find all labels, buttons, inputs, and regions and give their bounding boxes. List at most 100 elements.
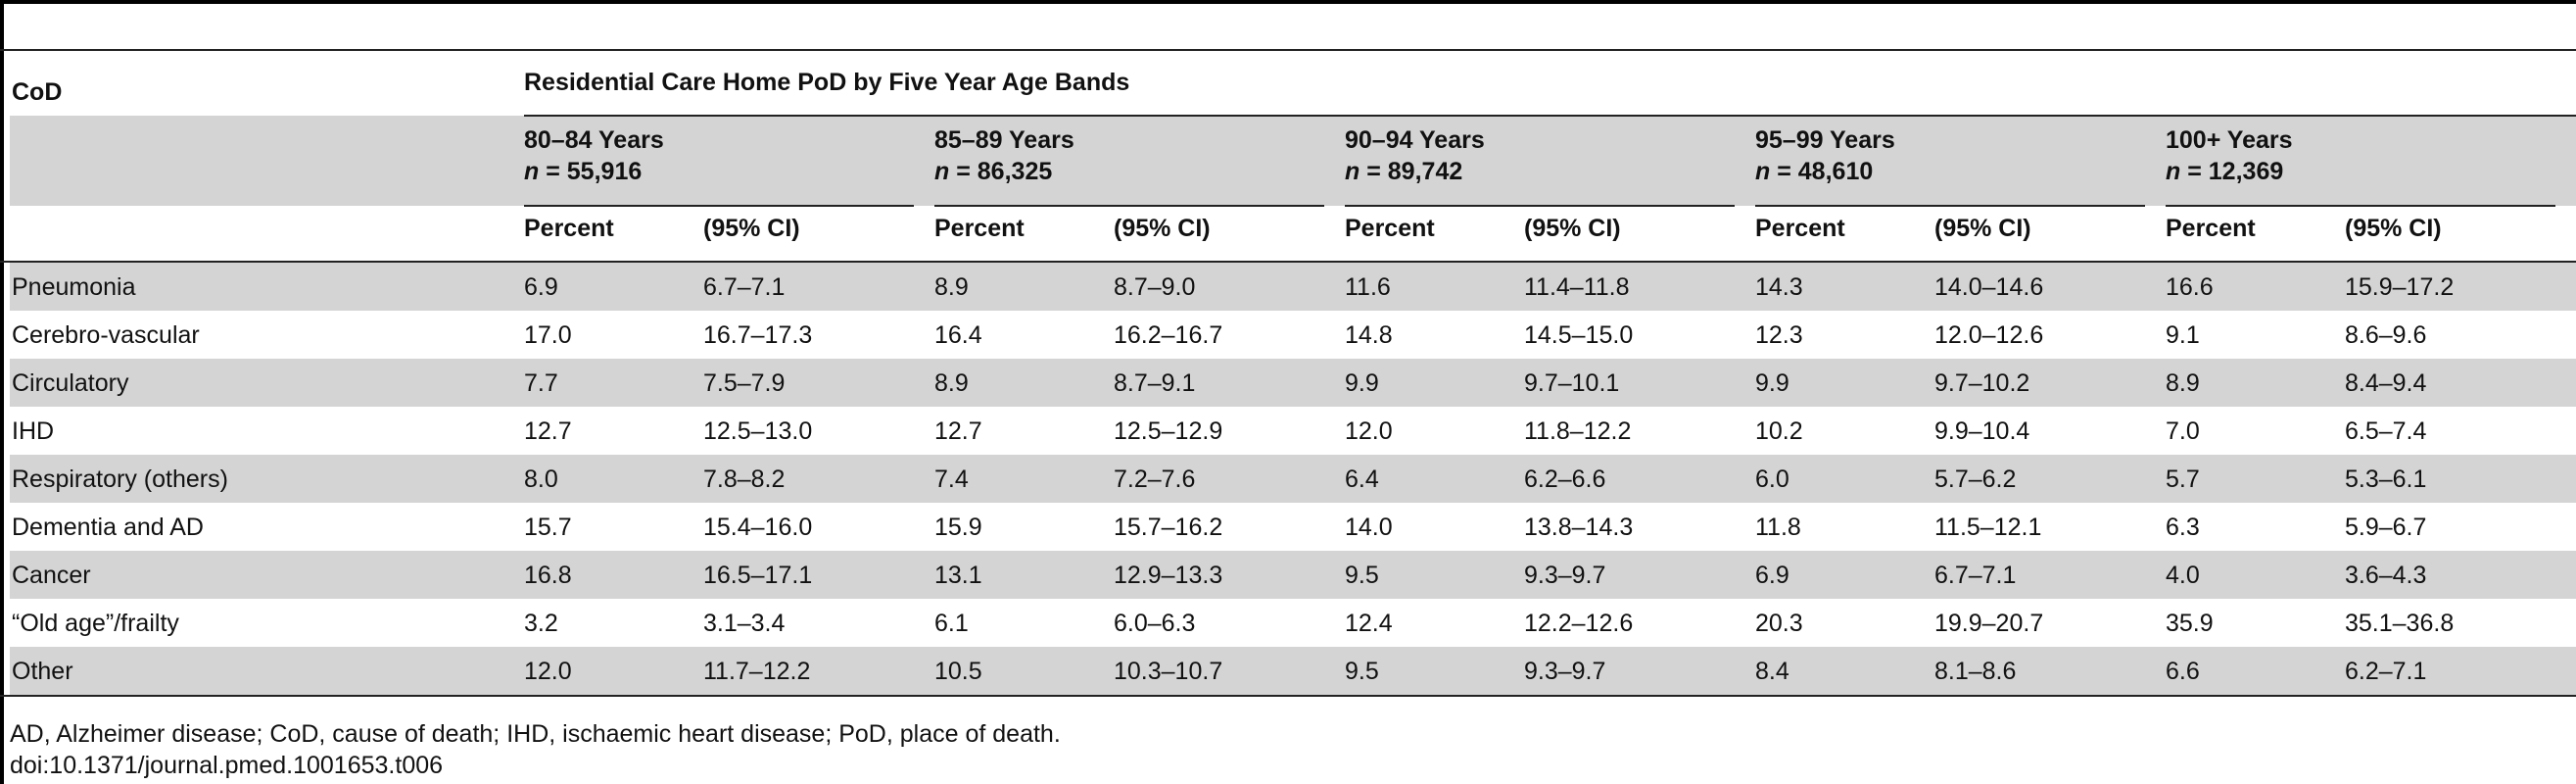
ci-header: (95% CI) bbox=[1114, 215, 1211, 242]
cod-label: “Old age”/frailty bbox=[12, 610, 179, 637]
percent-value: 3.2 bbox=[524, 610, 558, 637]
age-group-label: 100+ Years bbox=[2166, 126, 2293, 154]
age-group-label: 90–94 Years bbox=[1345, 126, 1485, 154]
percent-value: 6.1 bbox=[934, 610, 969, 637]
ci-header: (95% CI) bbox=[1524, 215, 1621, 242]
cod-label: IHD bbox=[12, 417, 55, 445]
ci-value: 14.5–15.0 bbox=[1524, 321, 1634, 349]
percent-value: 11.6 bbox=[1345, 273, 1391, 301]
rule-bottom bbox=[0, 695, 2576, 697]
row-band bbox=[10, 647, 2576, 695]
percent-value: 13.1 bbox=[934, 562, 982, 589]
ci-value: 6.0–6.3 bbox=[1114, 610, 1196, 637]
rule-top bbox=[0, 49, 2576, 51]
n-equals: = bbox=[1360, 158, 1388, 185]
n-equals: = bbox=[949, 158, 978, 185]
percent-value: 8.9 bbox=[2166, 369, 2200, 397]
ci-value: 12.5–12.9 bbox=[1114, 417, 1223, 445]
ci-value: 6.2–6.6 bbox=[1524, 466, 1606, 493]
percent-header: Percent bbox=[934, 215, 1025, 242]
percent-value: 14.0 bbox=[1345, 514, 1393, 541]
row-band bbox=[10, 455, 2576, 503]
cod-label: Cancer bbox=[12, 562, 91, 589]
ci-value: 5.9–6.7 bbox=[2345, 514, 2427, 541]
percent-value: 14.3 bbox=[1755, 273, 1803, 301]
row-band bbox=[10, 263, 2576, 311]
percent-value: 15.7 bbox=[524, 514, 572, 541]
cod-label: Circulatory bbox=[12, 369, 129, 397]
ci-value: 6.7–7.1 bbox=[1934, 562, 2017, 589]
footnote: AD, Alzheimer disease; CoD, cause of dea… bbox=[10, 720, 1061, 748]
ci-value: 13.8–14.3 bbox=[1524, 514, 1634, 541]
ci-value: 16.2–16.7 bbox=[1114, 321, 1223, 349]
percent-value: 5.7 bbox=[2166, 466, 2200, 493]
ci-value: 11.5–12.1 bbox=[1934, 514, 2042, 541]
percent-value: 9.9 bbox=[1755, 369, 1789, 397]
ci-value: 11.4–11.8 bbox=[1524, 273, 1630, 301]
percent-value: 6.0 bbox=[1755, 466, 1789, 493]
n-value: 48,610 bbox=[1797, 158, 1874, 185]
age-group-label: 85–89 Years bbox=[934, 126, 1074, 154]
ci-value: 10.3–10.7 bbox=[1114, 658, 1223, 685]
n-equals: = bbox=[1770, 158, 1798, 185]
age-group-label: 80–84 Years bbox=[524, 126, 664, 154]
percent-value: 6.4 bbox=[1345, 466, 1379, 493]
percent-value: 7.7 bbox=[524, 369, 558, 397]
ci-value: 7.8–8.2 bbox=[703, 466, 786, 493]
doi-text: doi:10.1371/journal.pmed.1001653.t006 bbox=[10, 752, 444, 779]
rule-group-0 bbox=[524, 205, 914, 207]
percent-value: 12.7 bbox=[524, 417, 572, 445]
n-value: 89,742 bbox=[1387, 158, 1463, 185]
header-band bbox=[10, 116, 2576, 206]
age-group-n: n = 48,610 bbox=[1755, 157, 1873, 186]
top-border bbox=[0, 0, 2576, 4]
percent-value: 12.0 bbox=[1345, 417, 1393, 445]
percent-value: 35.9 bbox=[2166, 610, 2214, 637]
row-band bbox=[10, 551, 2576, 599]
percent-value: 16.6 bbox=[2166, 273, 2214, 301]
ci-value: 3.1–3.4 bbox=[703, 610, 786, 637]
percent-value: 17.0 bbox=[524, 321, 572, 349]
cod-label: Pneumonia bbox=[12, 273, 136, 301]
stub-header: CoD bbox=[12, 78, 63, 106]
ci-value: 15.4–16.0 bbox=[703, 514, 813, 541]
ci-value: 6.7–7.1 bbox=[703, 273, 786, 301]
age-group-n: n = 55,916 bbox=[524, 157, 642, 186]
ci-value: 11.7–12.2 bbox=[703, 658, 811, 685]
percent-value: 4.0 bbox=[2166, 562, 2200, 589]
ci-value: 9.7–10.1 bbox=[1524, 369, 1620, 397]
n-equals: = bbox=[2180, 158, 2209, 185]
percent-value: 10.2 bbox=[1755, 417, 1803, 445]
percent-value: 16.8 bbox=[524, 562, 572, 589]
percent-header: Percent bbox=[1755, 215, 1845, 242]
ci-value: 35.1–36.8 bbox=[2345, 610, 2455, 637]
ci-value: 7.5–7.9 bbox=[703, 369, 786, 397]
spanner-header: Residential Care Home PoD by Five Year A… bbox=[524, 69, 1130, 96]
ci-header: (95% CI) bbox=[1934, 215, 2031, 242]
n-symbol: n bbox=[524, 158, 540, 185]
ci-value: 6.5–7.4 bbox=[2345, 417, 2427, 445]
ci-value: 7.2–7.6 bbox=[1114, 466, 1196, 493]
percent-value: 8.0 bbox=[524, 466, 558, 493]
percent-value: 12.0 bbox=[524, 658, 572, 685]
ci-value: 9.3–9.7 bbox=[1524, 562, 1606, 589]
ci-value: 8.7–9.1 bbox=[1114, 369, 1196, 397]
ci-value: 19.9–20.7 bbox=[1934, 610, 2044, 637]
n-equals: = bbox=[539, 158, 567, 185]
ci-value: 12.0–12.6 bbox=[1934, 321, 2044, 349]
ci-value: 14.0–14.6 bbox=[1934, 273, 2044, 301]
ci-value: 16.7–17.3 bbox=[703, 321, 813, 349]
ci-value: 15.9–17.2 bbox=[2345, 273, 2455, 301]
n-symbol: n bbox=[2166, 158, 2181, 185]
rule-group-3 bbox=[1755, 205, 2145, 207]
percent-value: 7.4 bbox=[934, 466, 969, 493]
ci-value: 3.6–4.3 bbox=[2345, 562, 2427, 589]
ci-value: 12.2–12.6 bbox=[1524, 610, 1634, 637]
rule-subheader bbox=[0, 261, 2576, 263]
cod-label: Cerebro-vascular bbox=[12, 321, 200, 349]
age-group-n: n = 89,742 bbox=[1345, 157, 1462, 186]
ci-value: 11.8–12.2 bbox=[1524, 417, 1632, 445]
ci-value: 6.2–7.1 bbox=[2345, 658, 2427, 685]
ci-value: 8.7–9.0 bbox=[1114, 273, 1196, 301]
percent-value: 16.4 bbox=[934, 321, 982, 349]
